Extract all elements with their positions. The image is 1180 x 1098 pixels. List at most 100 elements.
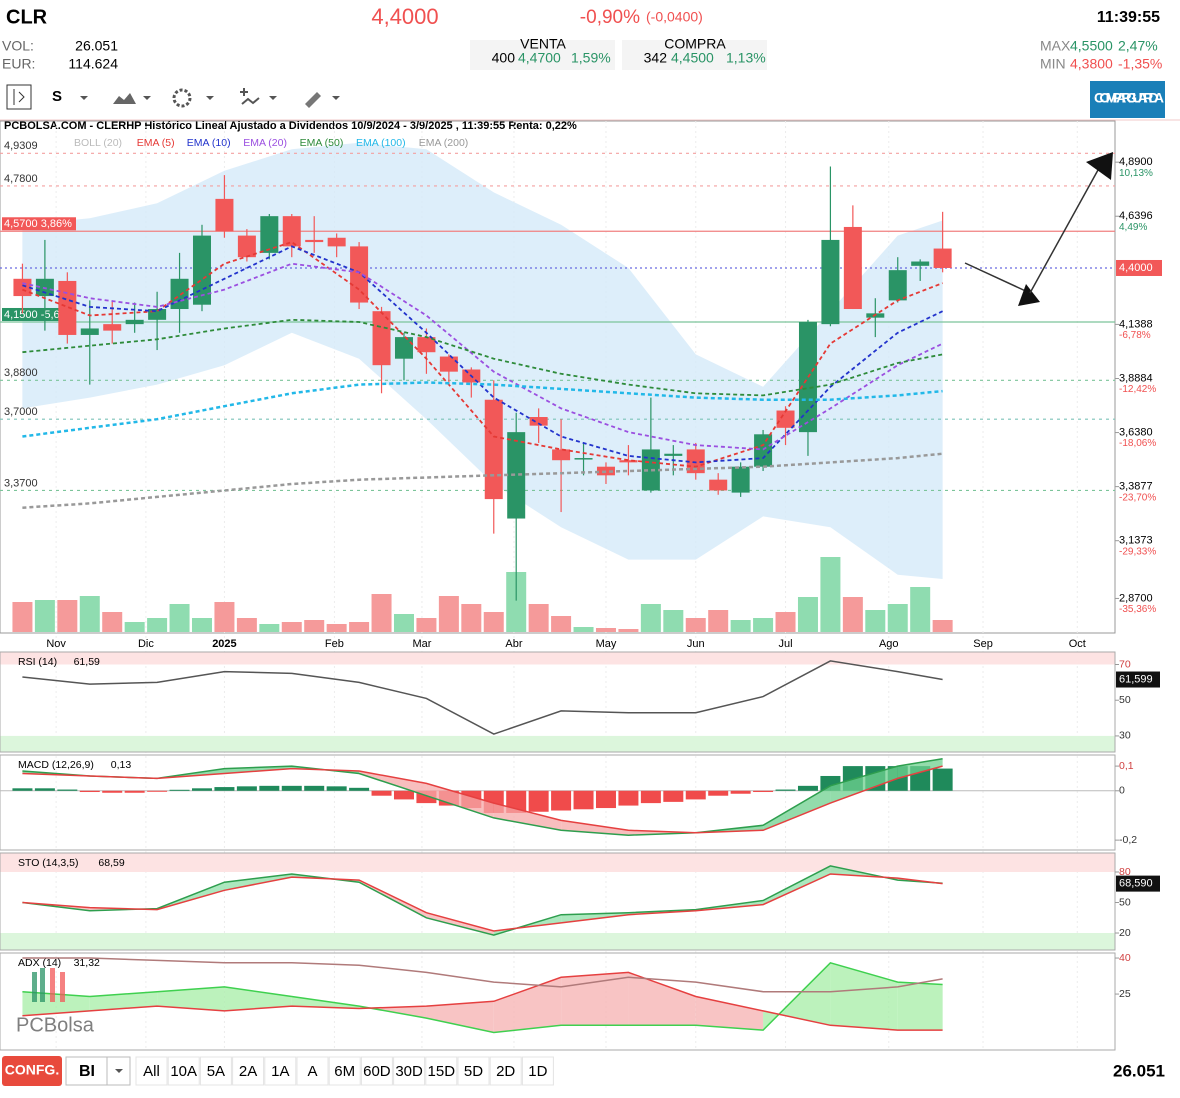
panel-toggle[interactable] bbox=[6, 84, 32, 110]
settings-icon[interactable] bbox=[172, 88, 192, 108]
x-tick-label: May bbox=[596, 638, 617, 650]
candle-body bbox=[327, 237, 346, 247]
indicators-icon[interactable] bbox=[240, 88, 260, 105]
draw-icon[interactable] bbox=[305, 92, 321, 108]
range-button[interactable] bbox=[360, 1056, 393, 1086]
panel-frame bbox=[0, 651, 1116, 753]
range-label: 30D bbox=[395, 1063, 423, 1080]
candle-body bbox=[58, 280, 77, 335]
candle-body bbox=[417, 337, 436, 353]
candle-body bbox=[888, 270, 907, 301]
volume-bar bbox=[34, 600, 55, 632]
volume-bar bbox=[102, 612, 123, 632]
histogram-bar bbox=[34, 788, 55, 791]
y-tick-label: 30 bbox=[1119, 730, 1131, 742]
volume-bar bbox=[124, 622, 145, 632]
series-gap-fill bbox=[493, 803, 562, 831]
range-button[interactable] bbox=[199, 1056, 232, 1086]
histogram-bar bbox=[147, 790, 168, 792]
y-tick-change: -6,78% bbox=[1119, 330, 1151, 341]
last-price-box bbox=[1116, 259, 1162, 276]
x-tick-label: Ago bbox=[879, 638, 899, 650]
toolbar: S COMPAR GUARDA bbox=[0, 81, 1180, 121]
range-label: A bbox=[307, 1063, 317, 1080]
range-label: 15D bbox=[428, 1063, 456, 1080]
range-button[interactable] bbox=[328, 1056, 361, 1086]
volume-bar bbox=[214, 602, 235, 632]
volume-bar bbox=[169, 604, 190, 632]
panel-value: 68,59 bbox=[98, 857, 124, 869]
logo-text: PCBolsa bbox=[16, 1014, 95, 1036]
candle-body bbox=[170, 278, 189, 310]
range-button[interactable] bbox=[167, 1056, 200, 1086]
candle-body bbox=[776, 410, 795, 428]
range-label: 2D bbox=[496, 1063, 515, 1080]
series-gap-fill bbox=[426, 912, 494, 936]
y-tick-change: 10,13% bbox=[1119, 168, 1153, 179]
histogram-bar bbox=[57, 789, 78, 791]
watermark: PCBolsa bbox=[16, 968, 95, 1036]
candle-body bbox=[731, 466, 750, 493]
y-tick-change: -29,33% bbox=[1119, 546, 1156, 557]
range-button[interactable] bbox=[489, 1056, 522, 1086]
volume-bar bbox=[281, 622, 302, 632]
buy-pct: 1,13% bbox=[726, 50, 766, 66]
x-tick-label: Dic bbox=[138, 638, 154, 650]
level-label: 4,7800 bbox=[4, 173, 38, 185]
candle-body bbox=[103, 324, 122, 331]
volume-bar bbox=[147, 618, 168, 632]
range-button[interactable] bbox=[425, 1056, 458, 1086]
candle-body bbox=[484, 399, 503, 500]
candle-body bbox=[552, 449, 571, 461]
volume-bar bbox=[191, 618, 212, 632]
range-button[interactable] bbox=[296, 1056, 329, 1086]
y-tick-label: 2,8700 bbox=[1119, 592, 1153, 604]
indicator-line bbox=[22, 865, 943, 936]
histogram-bar bbox=[102, 790, 123, 793]
annotations bbox=[964, 152, 1113, 306]
candle-body bbox=[911, 261, 930, 266]
range-button[interactable] bbox=[232, 1056, 265, 1086]
logo-bar bbox=[50, 968, 55, 1002]
ema-line bbox=[22, 245, 943, 464]
sell-price: 4,4700 bbox=[518, 50, 561, 66]
y-tick-label: 80 bbox=[1119, 866, 1131, 878]
histogram-bar bbox=[12, 788, 33, 791]
change-abs: (-0,0400) bbox=[646, 9, 703, 25]
series-gap-fill bbox=[763, 865, 831, 905]
volume-bar bbox=[797, 597, 818, 632]
level-label-box bbox=[2, 307, 76, 321]
candle-body bbox=[821, 239, 840, 325]
range-button[interactable] bbox=[264, 1056, 297, 1086]
panel-frame bbox=[0, 952, 1116, 1051]
candle-body bbox=[843, 226, 862, 310]
series-gap-fill bbox=[224, 986, 292, 1011]
range-button[interactable] bbox=[135, 1056, 168, 1086]
period[interactable]: S bbox=[52, 88, 62, 105]
candle-body bbox=[372, 311, 391, 366]
y-tick-change: 4,49% bbox=[1119, 222, 1147, 233]
compare-button[interactable] bbox=[1090, 81, 1165, 118]
range-button[interactable] bbox=[521, 1056, 554, 1086]
legend-entry: EMA (10) bbox=[187, 137, 231, 149]
range-button[interactable] bbox=[393, 1056, 426, 1086]
y-tick-change: -18,06% bbox=[1119, 438, 1156, 449]
volume-bar bbox=[775, 612, 796, 632]
level-label-box bbox=[2, 217, 76, 231]
config-button[interactable] bbox=[2, 1056, 62, 1086]
chart-type-icon[interactable] bbox=[113, 93, 136, 104]
buy-price: 4,4500 bbox=[671, 50, 714, 66]
histogram-bar bbox=[326, 786, 347, 791]
volume-bar bbox=[79, 596, 100, 632]
series-gap-fill bbox=[763, 785, 831, 831]
y-tick-label: 3,1373 bbox=[1119, 535, 1153, 547]
x-tick-label: Feb bbox=[325, 638, 344, 650]
ticker: CLR bbox=[6, 6, 48, 28]
candle-body bbox=[215, 198, 234, 232]
y-tick-label: 40 bbox=[1119, 952, 1131, 964]
logo-bar bbox=[32, 972, 37, 1002]
vol-label: VOL: bbox=[2, 38, 34, 54]
range-button[interactable] bbox=[457, 1056, 490, 1086]
x-tick-label: Oct bbox=[1069, 638, 1086, 650]
range-label: 5D bbox=[464, 1063, 483, 1080]
